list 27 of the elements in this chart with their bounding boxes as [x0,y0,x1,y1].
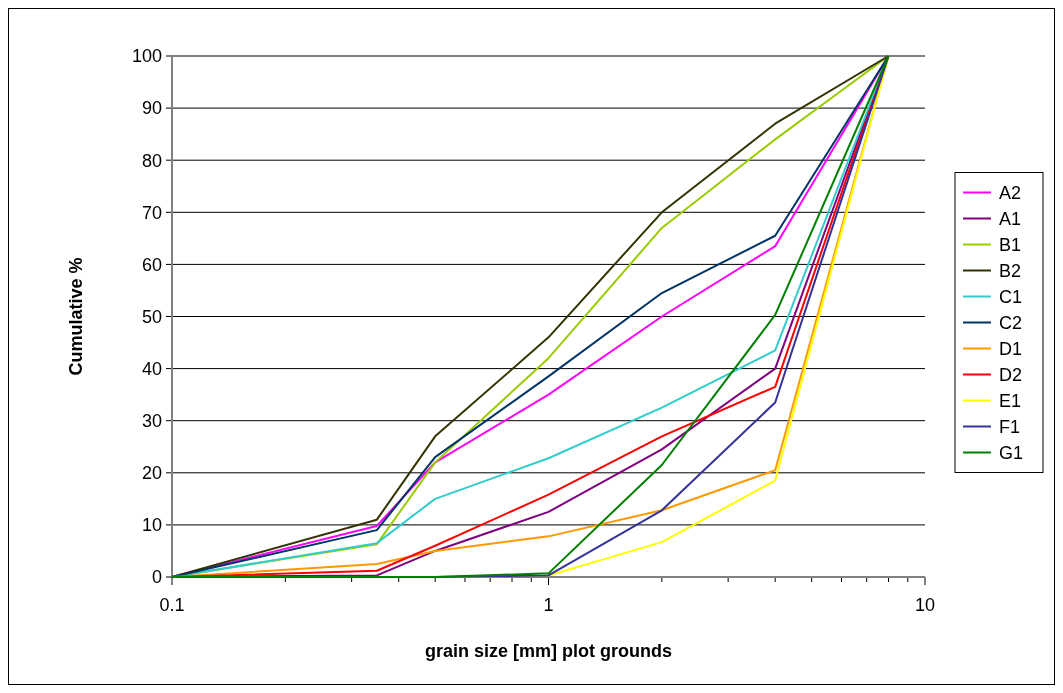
legend-label: B2 [999,260,1022,281]
y-tick-label: 60 [141,254,162,275]
x-tick-label: 10 [914,595,936,615]
y-tick-label: 10 [141,515,162,536]
x-tick-label: 1 [543,595,554,615]
x-tick-label: 0.1 [159,595,185,615]
legend-label: D1 [999,338,1023,359]
y-tick-label: 100 [131,46,162,67]
legend-label: A2 [999,182,1022,203]
y-tick-label: 90 [141,98,162,119]
y-tick-label: 30 [141,411,162,431]
y-tick-label: 20 [141,463,162,484]
legend-label: C2 [999,312,1023,333]
y-tick-label: 70 [141,202,162,223]
y-axis-title: Cumulative % [66,257,86,376]
legend-label: F1 [999,416,1021,437]
legend-label: D2 [999,364,1023,385]
y-tick-label: 40 [141,358,162,379]
legend-label: A1 [999,208,1022,229]
legend-label: E1 [999,390,1022,411]
y-tick-label: 80 [141,150,162,171]
y-tick-label: 0 [151,567,162,588]
legend-label: B1 [999,234,1022,255]
x-axis-title: grain size [mm] plot grounds [424,641,673,661]
y-tick-label: 50 [141,306,162,327]
legend-label: C1 [999,286,1023,307]
legend-label: G1 [999,442,1024,463]
